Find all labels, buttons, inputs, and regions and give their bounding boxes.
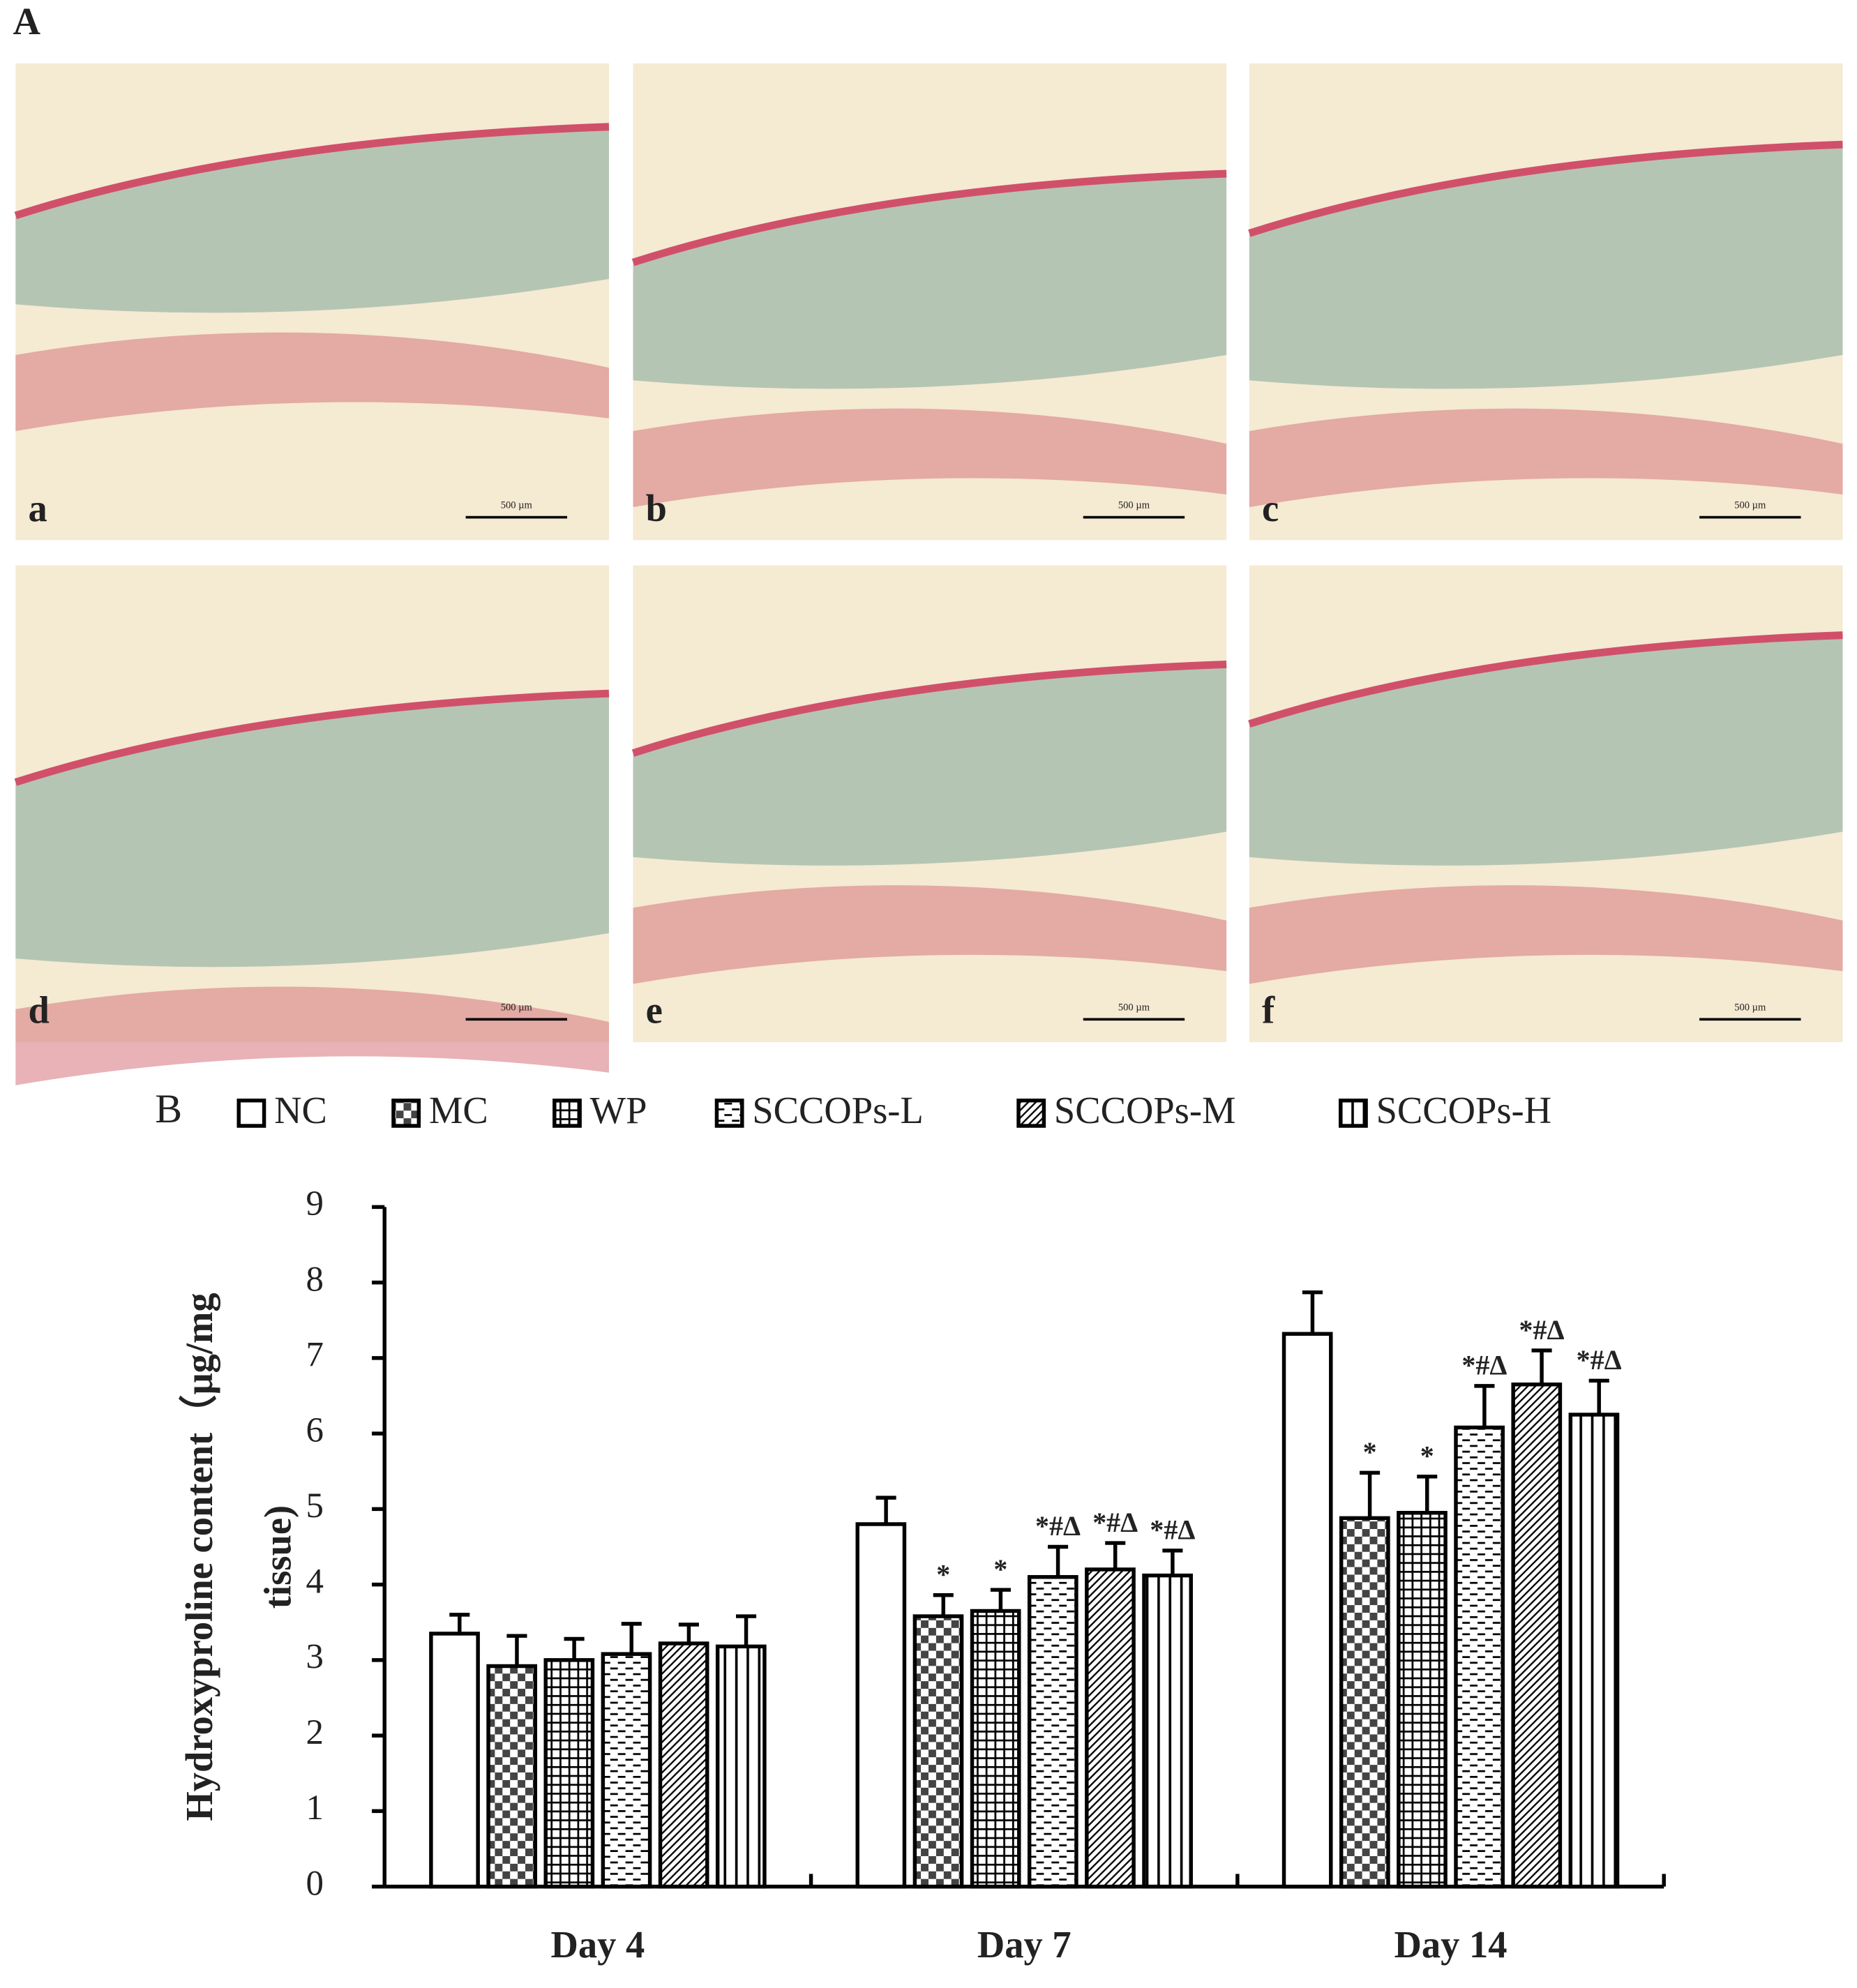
micrograph-label: c: [1262, 487, 1279, 529]
tissue-layer: [1249, 885, 1843, 984]
bar: [1511, 1383, 1563, 1889]
micrograph: d 500 µm: [14, 565, 610, 1085]
scale-bar-label: 500 µm: [1118, 1002, 1150, 1013]
x-tick-label: Day 14: [1394, 1923, 1508, 1966]
scale-bar-label: 500 µm: [501, 500, 533, 511]
bar: [1568, 1413, 1620, 1889]
tissue-layer: [15, 693, 609, 967]
micrograph: e 500 µm: [631, 565, 1227, 1043]
bar: [970, 1609, 1021, 1889]
bar: [486, 1664, 538, 1889]
micrograph: b 500 µm: [631, 63, 1227, 541]
y-tick-label: 2: [306, 1713, 324, 1752]
significance-label: *#Δ: [1461, 1350, 1507, 1381]
epidermis: [14, 689, 610, 786]
panel-label: B: [155, 1086, 182, 1131]
epidermis: [631, 660, 1227, 757]
legend-label: NC: [274, 1089, 327, 1131]
x-tick-label: Day 7: [977, 1923, 1072, 1966]
micrograph: c 500 µm: [1248, 63, 1843, 541]
legend-swatch: [1338, 1098, 1368, 1128]
micrograph: a 500 µm: [14, 63, 610, 541]
bar: [658, 1641, 709, 1889]
bar: [1085, 1567, 1136, 1889]
bar: [715, 1644, 767, 1889]
micrograph-label: d: [29, 989, 50, 1032]
scale-bar-label: 500 µm: [1734, 1002, 1766, 1013]
epidermis: [1248, 631, 1843, 728]
bar: [1142, 1573, 1193, 1889]
y-tick-label: 3: [306, 1638, 324, 1677]
tissue-layer: [15, 986, 609, 1085]
legend-swatch: [552, 1098, 582, 1128]
micrograph-label: a: [29, 487, 47, 529]
significance-label: *#Δ: [1035, 1510, 1081, 1542]
scale-bar-label: 500 µm: [501, 1002, 533, 1013]
bar: [601, 1652, 652, 1889]
y-tick-label: 7: [306, 1336, 324, 1375]
legend-swatch: [391, 1098, 421, 1128]
y-axis-label: tissue): [257, 1505, 299, 1609]
tissue-layer: [633, 885, 1227, 984]
scale-bar-label: 500 µm: [1734, 500, 1766, 511]
tissue-layer: [15, 126, 609, 313]
panel-label: A: [13, 0, 40, 43]
legend-label: SCCOPs-H: [1376, 1089, 1551, 1131]
epidermis: [1248, 140, 1843, 237]
y-axis-label: Hydroxyproline content（μg/mg: [178, 1293, 220, 1821]
bar: [855, 1522, 907, 1889]
significance-label: *#Δ: [1150, 1514, 1195, 1546]
tissue-layer: [1249, 144, 1843, 389]
bar: [543, 1658, 595, 1889]
tissue-layer: [633, 408, 1227, 508]
bar: [1397, 1511, 1448, 1889]
legend-label: MC: [429, 1089, 488, 1131]
chart: NC MC WP SCCOPs-L SCCOPs-M SCCOPs-H 0 1 2 3 4 5 6 7 8 9…: [178, 1089, 1666, 1966]
legend-label: SCCOPs-L: [752, 1089, 923, 1131]
significance-label: *: [993, 1553, 1007, 1585]
y-tick-label: 0: [306, 1864, 324, 1903]
tissue-layer: [1249, 635, 1843, 866]
tissue-layer: [633, 174, 1227, 389]
y-tick-label: 6: [306, 1411, 324, 1450]
bar: [1339, 1516, 1390, 1889]
epidermis: [631, 170, 1227, 266]
tissue-layer: [1249, 408, 1843, 508]
bar: [1027, 1575, 1078, 1889]
tissue-layer: [15, 332, 609, 431]
bar: [429, 1632, 480, 1889]
micrograph-label: f: [1262, 989, 1275, 1032]
legend-swatch: [236, 1098, 266, 1128]
bar: [1281, 1332, 1333, 1889]
epidermis: [14, 123, 610, 220]
legend-swatch: [714, 1098, 744, 1128]
significance-label: *: [1363, 1436, 1377, 1468]
y-tick-label: 5: [306, 1486, 324, 1526]
legend-label: WP: [590, 1089, 647, 1131]
x-tick-label: Day 4: [551, 1923, 645, 1966]
bar: [912, 1614, 964, 1889]
y-tick-label: 9: [306, 1184, 324, 1223]
significance-label: *#Δ: [1577, 1344, 1622, 1376]
micrograph-label: e: [646, 989, 663, 1032]
significance-label: *: [936, 1558, 950, 1590]
y-tick-label: 8: [306, 1260, 324, 1299]
significance-label: *: [1420, 1440, 1434, 1472]
scale-bar-label: 500 µm: [1118, 500, 1150, 511]
significance-label: *#Δ: [1519, 1314, 1565, 1346]
micrograph: f 500 µm: [1248, 565, 1843, 1043]
legend-swatch: [1016, 1098, 1046, 1128]
y-tick-label: 1: [306, 1789, 324, 1828]
significance-label: *#Δ: [1092, 1507, 1138, 1538]
bar: [1454, 1425, 1505, 1889]
micrographs: a 500 µm b 500 µm c 500 µm d 500 µm e 500 µm f 500 …: [14, 63, 1843, 1085]
y-tick-label: 4: [306, 1562, 324, 1601]
legend-label: SCCOPs-M: [1054, 1089, 1236, 1131]
micrograph-label: b: [646, 487, 667, 529]
